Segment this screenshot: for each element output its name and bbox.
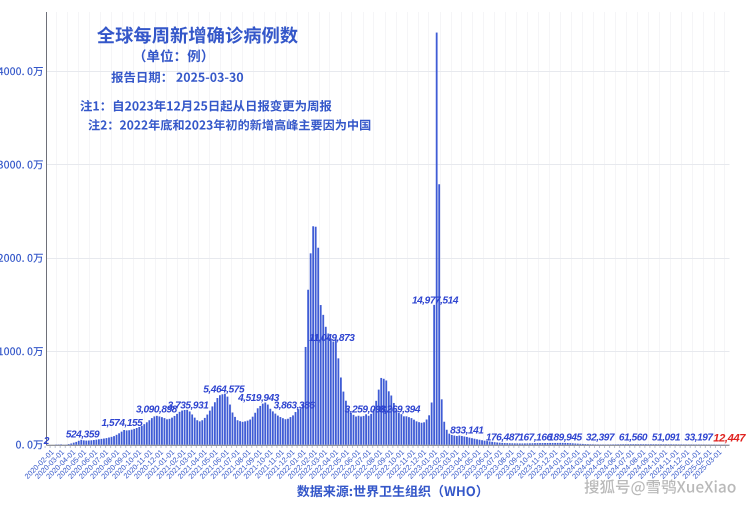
svg-text:189,945: 189,945 — [548, 433, 582, 444]
svg-text:2: 2 — [43, 436, 50, 447]
svg-text:11,049,873: 11,049,873 — [309, 333, 355, 344]
svg-text:32,397: 32,397 — [586, 433, 616, 444]
svg-text:61,560: 61,560 — [619, 433, 648, 444]
svg-text:51,091: 51,091 — [652, 433, 681, 444]
svg-text:3,863,386: 3,863,386 — [274, 401, 316, 412]
svg-text:1,574,155: 1,574,155 — [101, 418, 143, 429]
svg-text:14,977,514: 14,977,514 — [412, 295, 459, 306]
svg-text:3,269,394: 3,269,394 — [379, 404, 421, 415]
svg-text:33,197: 33,197 — [684, 433, 714, 444]
svg-text:524,359: 524,359 — [66, 429, 100, 440]
svg-text:3,735,931: 3,735,931 — [168, 401, 210, 412]
svg-text:12,447: 12,447 — [713, 432, 746, 444]
svg-text:176,487: 176,487 — [486, 433, 521, 444]
svg-text:833,141: 833,141 — [450, 425, 484, 436]
